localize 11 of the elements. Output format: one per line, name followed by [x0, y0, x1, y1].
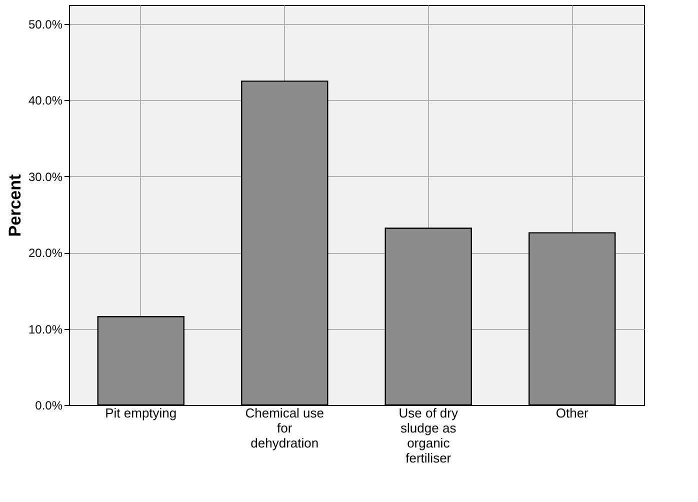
- y-tick-label: 50.0%: [28, 18, 63, 32]
- y-tick-label: 30.0%: [28, 170, 63, 184]
- y-tick-label: 0.0%: [35, 398, 63, 412]
- x-tick-label: Other: [556, 406, 590, 420]
- y-axis-title: Percent: [5, 174, 24, 237]
- y-tick-label: 40.0%: [28, 94, 63, 108]
- y-tick-label: 20.0%: [28, 246, 63, 260]
- x-tick-label: Use of dry sludge as organic fertiliser: [398, 406, 458, 466]
- x-tick-label: Chemical use for dehydration: [245, 406, 324, 450]
- x-tick-label: Pit emptying: [105, 406, 177, 420]
- y-tick-label: 10.0%: [28, 322, 63, 336]
